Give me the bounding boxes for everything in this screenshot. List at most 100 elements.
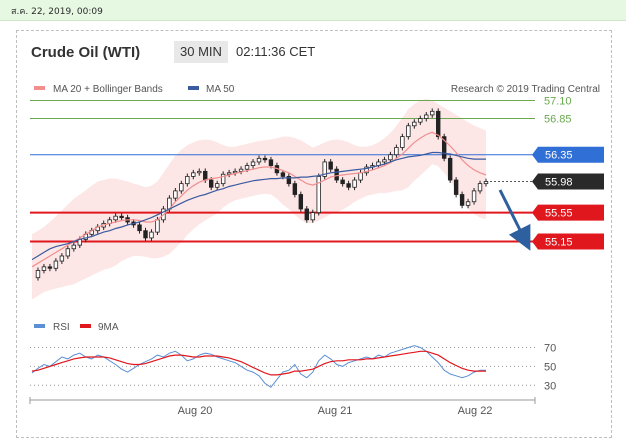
candle-body — [459, 194, 465, 206]
forecast-arrow — [498, 189, 531, 251]
candle-body — [364, 166, 369, 174]
candle-body — [41, 266, 47, 271]
candle-body — [400, 136, 405, 148]
legend-label-ma50: MA 50 — [206, 84, 235, 95]
legend-swatch-rsi — [34, 324, 45, 328]
candle-body — [286, 176, 292, 185]
instrument-title: Crude Oil (WTI) — [31, 44, 141, 61]
candle-body — [483, 181, 489, 185]
candle-body — [203, 170, 208, 181]
candle-body — [430, 110, 435, 116]
candle-body — [358, 172, 363, 181]
candle-body — [155, 219, 160, 233]
candle-body — [316, 176, 321, 213]
candle-body — [418, 118, 423, 123]
candle-body — [220, 173, 226, 185]
candle-body — [346, 183, 351, 188]
legend-swatch-ma50 — [188, 86, 199, 90]
candle-body — [340, 179, 345, 185]
candle-body — [59, 255, 65, 262]
candle-body — [465, 201, 471, 206]
candle-body — [47, 266, 53, 269]
candle-body — [65, 248, 71, 257]
candle-body — [280, 172, 286, 177]
osc-tick-label: 70 — [544, 343, 556, 355]
candle-body — [209, 179, 214, 188]
top-bar: ส.ค. 22, 2019, 00:09 — [0, 0, 626, 21]
candle-body — [310, 212, 315, 221]
legend-label-rsi: RSI — [53, 322, 70, 333]
candle-body — [214, 183, 220, 188]
candle-body — [238, 168, 244, 172]
candle-body — [244, 165, 250, 170]
candle-body — [53, 260, 59, 269]
x-tick-label: Aug 20 — [178, 405, 213, 417]
candle-body — [179, 183, 184, 192]
candle-body — [262, 157, 268, 161]
ma50-line — [31, 151, 486, 261]
candle-body — [292, 183, 298, 195]
support-tag — [532, 233, 604, 250]
candle-body — [173, 190, 178, 199]
resistance-label: 57.10 — [544, 95, 572, 107]
osc-tick-label: 30 — [544, 380, 556, 392]
candle-body — [352, 179, 357, 188]
credit-label: Research © 2019 Trading Central — [451, 84, 600, 95]
last-price-label: 55.98 — [545, 176, 573, 188]
candle-body — [322, 161, 327, 177]
candle-body — [471, 190, 477, 203]
candle-body — [388, 154, 393, 161]
candle-body — [268, 159, 274, 166]
support-label: 55.55 — [545, 208, 573, 220]
candle-body — [232, 170, 238, 174]
support-tag — [532, 204, 604, 221]
ma20-line — [31, 131, 487, 268]
x-tick-label: Aug 22 — [458, 405, 493, 417]
candle-body — [394, 147, 399, 156]
bollinger-band — [32, 99, 486, 300]
candle-body — [185, 176, 190, 185]
rsi-9ma-line — [31, 350, 486, 376]
x-tick-label: Aug 21 — [318, 405, 353, 417]
legend-label-9ma: 9MA — [98, 322, 119, 333]
timestamp-label: ส.ค. 22, 2019, 00:09 — [11, 7, 103, 17]
support-label: 55.15 — [545, 237, 573, 249]
candle-body — [119, 215, 124, 219]
candle-body — [424, 114, 429, 119]
legend-swatch-ma20 — [34, 86, 45, 90]
candle-body — [197, 170, 202, 174]
candle-body — [477, 183, 483, 192]
candle-body — [447, 157, 453, 181]
candle-body — [382, 159, 387, 163]
candle-body — [304, 208, 309, 221]
clock-label: 02:11:36 CET — [236, 44, 316, 59]
osc-tick-label: 50 — [544, 361, 556, 373]
candle-body — [334, 168, 339, 181]
candle-body — [143, 230, 148, 239]
candle-body — [406, 125, 411, 138]
legend-label-ma20: MA 20 + Bollinger Bands — [53, 84, 163, 95]
candle-body — [328, 161, 333, 170]
candle-body — [441, 136, 447, 159]
candle-body — [226, 172, 232, 175]
candle-body — [113, 215, 118, 221]
candle-body — [256, 157, 262, 163]
candle-body — [71, 244, 77, 250]
interval-badge[interactable]: 30 MIN — [174, 41, 228, 63]
candle-body — [453, 179, 459, 195]
pivot-tag — [532, 146, 604, 163]
resistance-label: 56.85 — [544, 114, 572, 126]
rsi-line — [31, 345, 486, 388]
candle-body — [149, 231, 154, 239]
candle-body — [298, 194, 304, 210]
last-price-tag — [532, 173, 604, 190]
legend-swatch-9ma — [80, 324, 91, 328]
candle-body — [35, 270, 41, 279]
pivot-label: 56.35 — [545, 150, 573, 162]
candle-body — [191, 172, 196, 177]
candle-body — [137, 224, 142, 232]
candle-body — [412, 121, 417, 127]
candle-body — [250, 161, 256, 166]
candle-body — [436, 110, 441, 138]
